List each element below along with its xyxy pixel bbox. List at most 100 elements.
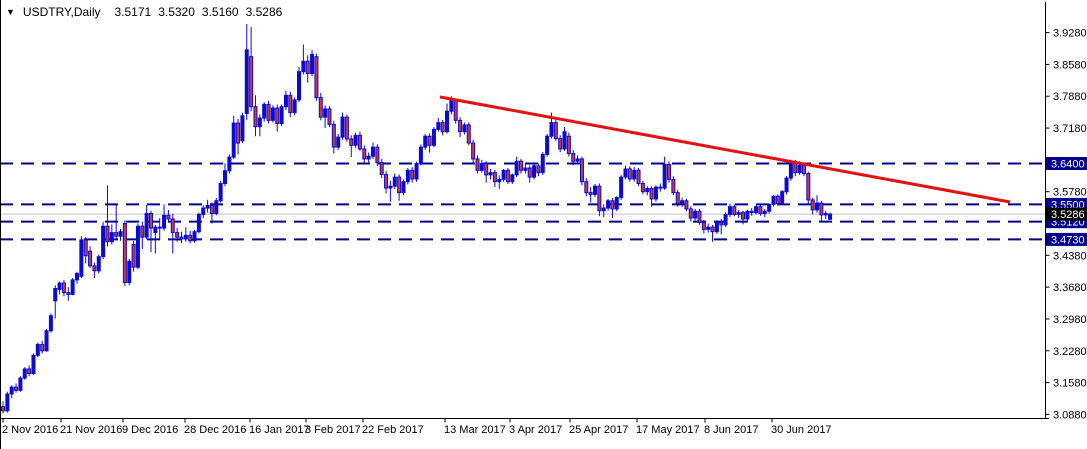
candle bbox=[745, 209, 750, 222]
candle bbox=[22, 367, 27, 380]
candle-body-bear bbox=[697, 210, 702, 224]
candle-body-bear bbox=[27, 368, 32, 375]
level-price-tag bbox=[1046, 157, 1087, 170]
price-tick-label: 3.8580 bbox=[1053, 59, 1087, 71]
candle bbox=[767, 203, 772, 214]
candle-body-bull bbox=[57, 282, 62, 290]
candle bbox=[44, 328, 49, 352]
candle bbox=[83, 237, 88, 264]
candle-body-bull bbox=[784, 177, 789, 193]
candle-body-bull bbox=[405, 169, 410, 183]
candle-body-bull bbox=[562, 131, 567, 150]
candle bbox=[5, 391, 10, 413]
candle bbox=[135, 223, 140, 269]
price-tick-label: 3.3680 bbox=[1053, 282, 1087, 294]
candle-body-bear bbox=[236, 122, 241, 144]
candle bbox=[632, 167, 637, 182]
candle bbox=[741, 210, 746, 225]
candle-body-bear bbox=[157, 226, 162, 229]
candle-body-bull bbox=[35, 343, 40, 356]
candle-body-bull bbox=[101, 225, 106, 258]
candle bbox=[588, 187, 593, 203]
candle-body-bear bbox=[806, 173, 811, 201]
candle-body-bull bbox=[479, 163, 484, 171]
date-tick-label: 3 Feb 2017 bbox=[305, 424, 361, 436]
candle bbox=[775, 194, 780, 206]
candle-body-bull bbox=[601, 207, 606, 212]
candle bbox=[436, 118, 441, 132]
candle-body-bull bbox=[366, 155, 371, 160]
ohlc-low: 3.5160 bbox=[201, 5, 239, 19]
candle-body-bear bbox=[349, 138, 354, 146]
candle-body-bull bbox=[279, 106, 284, 124]
time-axis[interactable]: 2 Nov 2016 21 Nov 2016 9 Dec 2016 28 Dec 20… bbox=[2, 418, 832, 437]
candle bbox=[401, 179, 406, 196]
trend-line[interactable] bbox=[439, 95, 1011, 204]
candle bbox=[649, 186, 654, 207]
candle bbox=[270, 105, 275, 123]
candle bbox=[819, 200, 824, 222]
candle bbox=[157, 218, 162, 240]
candle-body-bear bbox=[61, 282, 66, 294]
candle bbox=[175, 228, 180, 242]
candle-body-bull bbox=[680, 200, 685, 204]
candle-body-bull bbox=[645, 188, 650, 193]
candle-body-bull bbox=[231, 122, 236, 158]
candle-body-bull bbox=[218, 183, 223, 202]
ohlc-close: 3.5286 bbox=[245, 5, 283, 19]
candle-body-bull bbox=[297, 71, 302, 101]
candle bbox=[327, 106, 332, 128]
candle-body-bear bbox=[175, 232, 180, 238]
candle bbox=[331, 120, 336, 154]
date-tick-label: 17 May 2017 bbox=[636, 424, 700, 436]
candle bbox=[619, 174, 624, 200]
symbol-dropdown-icon[interactable]: ▼ bbox=[6, 7, 15, 17]
candle-body-bear bbox=[131, 243, 136, 268]
candle bbox=[9, 385, 14, 399]
candle-body-bear bbox=[536, 165, 541, 174]
candle-body-bear bbox=[484, 163, 489, 176]
candle bbox=[614, 196, 619, 212]
candle bbox=[532, 164, 537, 180]
candle bbox=[566, 132, 571, 157]
date-tick-label: 21 Nov 2016 bbox=[60, 424, 122, 436]
price-tick-label: 3.0880 bbox=[1053, 409, 1087, 421]
candle-body-bear bbox=[684, 200, 689, 210]
candle bbox=[497, 175, 502, 189]
candle bbox=[14, 383, 19, 393]
candle bbox=[405, 168, 410, 185]
candle bbox=[623, 165, 628, 180]
candle-body-bull bbox=[240, 115, 245, 142]
candle-body-bull bbox=[662, 163, 667, 189]
candle bbox=[575, 155, 580, 165]
candle bbox=[96, 254, 101, 274]
candle-body-bear bbox=[331, 123, 336, 148]
candle-body-bull bbox=[392, 176, 397, 187]
candle-body-bull bbox=[423, 135, 428, 148]
candle-body-bull bbox=[449, 100, 454, 112]
candle bbox=[593, 183, 598, 198]
candle-body-bull bbox=[336, 136, 341, 148]
candle-body-bear bbox=[466, 124, 471, 144]
candle-body-bull bbox=[79, 239, 84, 277]
candle-body-bear bbox=[701, 222, 706, 230]
candle-body-bear bbox=[458, 119, 463, 133]
candle bbox=[688, 206, 693, 222]
candle-body-bull bbox=[414, 163, 419, 180]
candle bbox=[667, 161, 672, 183]
chart-title: ▼ USDTRY,Daily 3.5171 3.5320 3.5160 3.52… bbox=[6, 5, 289, 19]
candle-body-bear bbox=[410, 169, 415, 180]
price-tick-label: 3.4380 bbox=[1053, 250, 1087, 262]
price-tick-label: 3.5780 bbox=[1053, 187, 1087, 199]
candle bbox=[710, 224, 715, 242]
candle bbox=[397, 174, 402, 201]
candle-body-bear bbox=[671, 178, 676, 194]
price-axis[interactable]: 3.9280 3.8580 3.7880 3.7180 3.5780 3.4380 3.36… bbox=[1045, 28, 1087, 422]
candle bbox=[375, 144, 380, 167]
candle bbox=[92, 262, 97, 279]
candle bbox=[545, 133, 550, 157]
candle bbox=[297, 67, 302, 103]
candle bbox=[127, 258, 132, 286]
